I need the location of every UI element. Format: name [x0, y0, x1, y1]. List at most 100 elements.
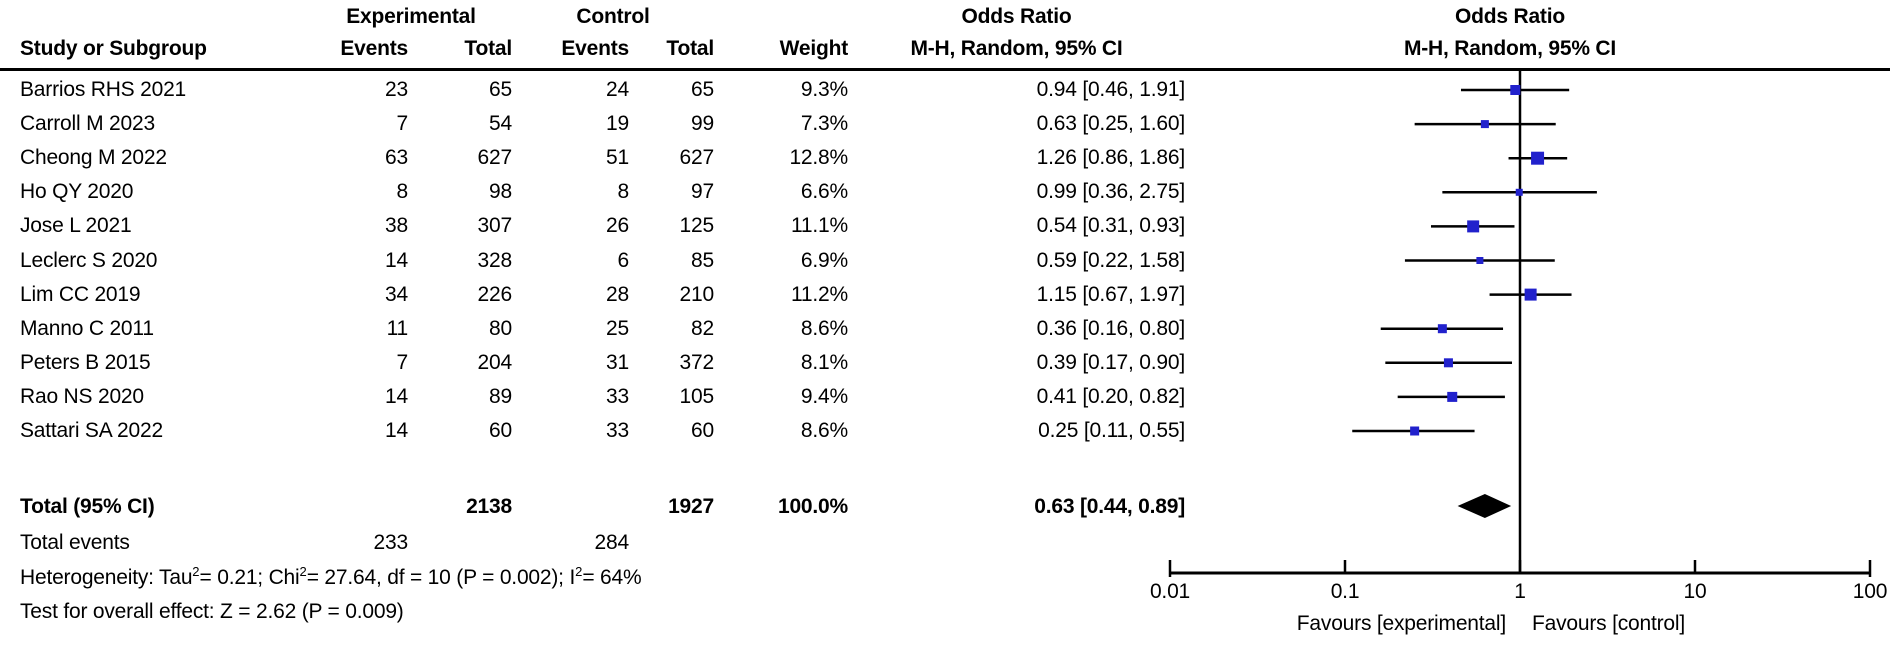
study-name: Carroll M 2023 — [20, 112, 155, 136]
weight: 8.6% — [800, 418, 848, 442]
het-text: = 0.21; Chi — [199, 566, 300, 589]
or-ci: 1.26 [0.86, 1.86] — [1036, 146, 1186, 170]
or-ci: 0.39 [0.17, 0.90] — [1036, 350, 1186, 374]
chi-sup: 2 — [299, 563, 307, 579]
odds-ratio-text-header: Odds Ratio — [961, 5, 1072, 28]
exp-total: 98 — [489, 180, 512, 204]
col-ctl-total: Total — [666, 37, 714, 60]
ctl-total: 105 — [679, 384, 715, 408]
or-ci: 0.25 [0.11, 0.55] — [1038, 418, 1185, 442]
effect-square — [1443, 358, 1453, 368]
ctl-total: 97 — [691, 180, 714, 204]
effect-square — [1524, 288, 1537, 301]
study-row: Leclerc S 2020 14 328 6 85 6.9% 0.59 [0.22, 1.… — [0, 243, 1205, 277]
het-text: Heterogeneity: Tau — [20, 566, 193, 589]
study-row: Ho QY 2020 8 98 8 97 6.6% 0.99 [0.36, 2.75] — [0, 175, 1205, 209]
experimental-group-header: Experimental — [346, 5, 476, 28]
effect-square — [1437, 324, 1447, 334]
ctl-events: 33 — [606, 418, 629, 442]
weight: 6.6% — [800, 180, 848, 204]
ctl-events: 8 — [617, 180, 630, 204]
effect-square — [1410, 426, 1420, 436]
exp-total: 65 — [489, 78, 512, 102]
x-axis-tick-label: 10 — [1684, 580, 1707, 603]
ctl-events: 28 — [606, 282, 629, 306]
weight: 8.1% — [800, 350, 848, 374]
col-ctl-events: Events — [561, 37, 629, 60]
i-sup: 2 — [575, 563, 583, 579]
study-row: Peters B 2015 7 204 31 372 8.1% 0.39 [0.17, 0.… — [0, 346, 1205, 380]
x-axis-tick-label: 0.1 — [1331, 580, 1360, 603]
weight: 11.1% — [791, 214, 848, 238]
study-name: Sattari SA 2022 — [20, 418, 163, 442]
ctl-total: 99 — [691, 112, 714, 136]
exp-total: 54 — [489, 112, 512, 136]
col-exp-events: Events — [340, 37, 408, 60]
col-study-or-subgroup: Study or Subgroup — [20, 37, 207, 60]
ctl-events: 25 — [606, 316, 629, 340]
ctl-events: 24 — [606, 78, 629, 102]
weight: 6.9% — [800, 248, 848, 272]
het-text: = 64% — [582, 566, 642, 589]
weight: 9.4% — [800, 384, 848, 408]
forest-plot-canvas: 0.01 0.1 1 10 100 Favours [experimental] Favou… — [1150, 71, 1887, 635]
exp-total: 307 — [477, 214, 513, 238]
study-name: Cheong M 2022 — [20, 146, 167, 170]
study-row: Manno C 2011 11 80 25 82 8.6% 0.36 [0.16, 0.80… — [0, 312, 1205, 346]
or-ci: 0.94 [0.46, 1.91] — [1036, 78, 1186, 102]
exp-events: 34 — [385, 282, 408, 306]
ctl-total: 372 — [679, 350, 715, 374]
study-row: Carroll M 2023 7 54 19 99 7.3% 0.63 [0.25, 1.6… — [0, 107, 1205, 141]
total-ctl-total: 1927 — [668, 495, 714, 518]
total-weight: 100.0% — [777, 495, 848, 518]
study-row: Jose L 2021 38 307 26 125 11.1% 0.54 [0.31, 0.… — [0, 209, 1205, 243]
or-ci: 0.41 [0.20, 0.82] — [1036, 384, 1186, 408]
ctl-total: 125 — [679, 214, 715, 238]
exp-total: 328 — [477, 248, 513, 272]
plot-mh-random-ci-header: M-H, Random, 95% CI — [1403, 37, 1617, 60]
study-name: Rao NS 2020 — [20, 384, 144, 408]
exp-events: 7 — [396, 112, 409, 136]
ctl-events: 31 — [606, 350, 629, 374]
study-row: Rao NS 2020 14 89 33 105 9.4% 0.41 [0.20, 0.82… — [0, 380, 1205, 414]
study-name: Barrios RHS 2021 — [20, 78, 187, 102]
x-axis-tick-label: 100 — [1853, 580, 1887, 603]
ctl-total: 210 — [679, 282, 715, 306]
study-row: Barrios RHS 2021 23 65 24 65 9.3% 0.94 [0.46, … — [0, 73, 1205, 107]
weight: 12.8% — [789, 146, 848, 170]
control-group-header: Control — [576, 5, 650, 28]
total-label: Total (95% CI) — [20, 495, 155, 518]
header-divider-line — [0, 68, 1890, 71]
or-ci: 1.15 [0.67, 1.97] — [1036, 282, 1186, 306]
ctl-events: 19 — [606, 112, 629, 136]
exp-total: 80 — [489, 316, 512, 340]
weight: 9.3% — [800, 78, 848, 102]
exp-total: 204 — [477, 350, 513, 374]
effect-square — [1467, 220, 1480, 233]
col-exp-total: Total — [464, 37, 512, 60]
effect-square — [1510, 85, 1521, 95]
favours-control-label: Favours [control] — [1532, 612, 1685, 635]
het-text: = 27.64, df = 10 (P = 0.002); I — [306, 566, 576, 589]
study-name: Ho QY 2020 — [20, 180, 134, 204]
exp-events: 11 — [386, 316, 409, 340]
exp-events: 14 — [385, 384, 408, 408]
exp-total: 89 — [489, 384, 512, 408]
study-rows: Barrios RHS 2021 23 65 24 65 9.3% 0.94 [0.46, … — [0, 73, 1185, 448]
exp-events: 63 — [385, 146, 408, 170]
heterogeneity-line: Heterogeneity: Tau 2 = 0.21; Chi 2 = 27.64… — [20, 561, 642, 595]
total-events-row: Total events 233 284 — [0, 526, 1205, 560]
x-axis-tick-label: 1 — [1514, 580, 1525, 603]
total-exp-total: 2138 — [466, 495, 512, 518]
study-name: Leclerc S 2020 — [20, 248, 158, 272]
study-name: Manno C 2011 — [20, 316, 154, 340]
overall-effect-line: Test for overall effect: Z = 2.62 (P = 0… — [20, 600, 404, 623]
weight: 11.2% — [791, 282, 848, 306]
tau-sup: 2 — [192, 563, 200, 579]
exp-events: 38 — [385, 214, 408, 238]
or-ci: 0.63 [0.25, 1.60] — [1036, 112, 1186, 136]
exp-total: 627 — [477, 146, 513, 170]
or-ci: 0.54 [0.31, 0.93] — [1036, 214, 1186, 238]
favours-experimental-label: Favours [experimental] — [1297, 612, 1506, 635]
